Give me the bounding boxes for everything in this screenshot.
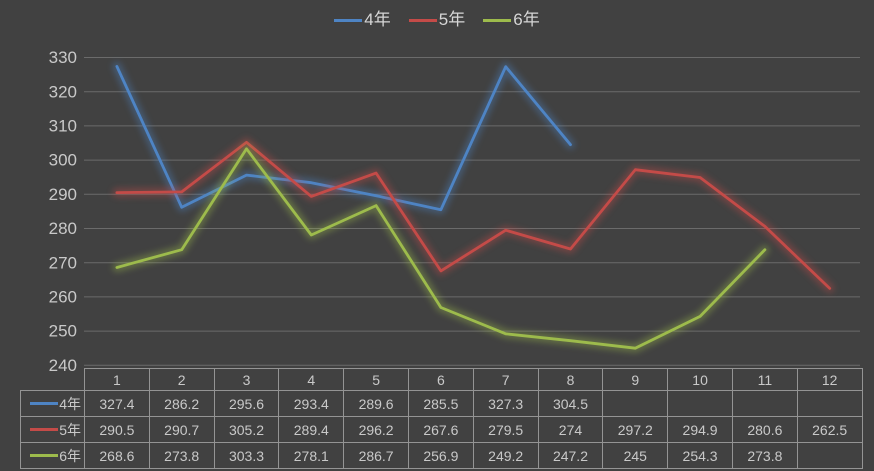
table-header-cell: 7 — [472, 368, 539, 391]
table-cell: 247.2 — [537, 442, 604, 469]
table-cell: 290.7 — [148, 416, 215, 443]
y-axis-tick-label: 320 — [49, 82, 77, 101]
table-header-cell: 6 — [407, 368, 474, 391]
row-label-text: 6年 — [59, 447, 81, 464]
table-header-cell: 9 — [602, 368, 669, 391]
data-table: 1 2 3 4 5 6 7 8 9 10 11 12 4年 327.4 286.2 295.6 293.4 289… — [20, 368, 863, 469]
legend-item-2: 6年 — [483, 10, 540, 30]
table-cell: 249.2 — [472, 442, 539, 469]
table-cell: 262.5 — [796, 416, 863, 443]
table-cell: 286.2 — [148, 390, 215, 417]
table-header-cell: 4 — [278, 368, 345, 391]
table-cell: 289.6 — [343, 390, 409, 417]
table-row-0: 4年 327.4 286.2 295.6 293.4 289.6 285.5 327.3 304… — [20, 390, 863, 417]
y-axis-tick-label: 330 — [49, 48, 77, 67]
table-cell: 254.3 — [667, 442, 733, 469]
table-cell: 305.2 — [213, 416, 280, 443]
legend-label: 4年 — [364, 10, 391, 29]
row-label-text: 4年 — [59, 395, 81, 412]
table-cell: 327.4 — [84, 390, 150, 417]
table-cell — [731, 390, 798, 417]
table-cell: 274 — [537, 416, 604, 443]
y-axis-tick-label: 260 — [49, 288, 77, 307]
table-row-label: 5年 — [20, 416, 85, 443]
y-axis-tick-label: 250 — [49, 322, 77, 341]
series-line-2 — [115, 147, 767, 350]
legend-line-swatch — [483, 18, 512, 22]
table-header-cell: 10 — [667, 368, 733, 391]
row-label-text: 5年 — [59, 421, 81, 438]
table-cell — [602, 390, 669, 417]
table-cell: 294.9 — [667, 416, 733, 443]
table-row-2: 6年 268.6 273.8 303.3 278.1 286.7 256.9 249.2 247… — [20, 442, 863, 469]
table-header-cell: 3 — [213, 368, 280, 391]
table-cell — [667, 390, 733, 417]
table-cell: 297.2 — [602, 416, 669, 443]
table-header-cell: 8 — [537, 368, 604, 391]
table-cell: 295.6 — [213, 390, 280, 417]
table-header-cell: 12 — [796, 368, 863, 391]
table-cell: 327.3 — [472, 390, 539, 417]
table-cell: 273.8 — [148, 442, 215, 469]
table-cell: 285.5 — [407, 390, 474, 417]
table-cell: 303.3 — [213, 442, 280, 469]
y-axis-tick-label: 290 — [49, 185, 77, 204]
table-cell: 280.6 — [731, 416, 798, 443]
y-axis-tick-label: 300 — [49, 151, 77, 170]
table-cell: 304.5 — [537, 390, 604, 417]
table-cell — [796, 442, 863, 469]
y-axis-tick-label: 270 — [49, 253, 77, 272]
table-cell: 268.6 — [84, 442, 150, 469]
legend-item-0: 4年 — [334, 10, 391, 30]
table-row-label: 6年 — [20, 442, 85, 469]
table-cell: 279.5 — [472, 416, 539, 443]
data-table-wrap: 1 2 3 4 5 6 7 8 9 10 11 12 4年 327.4 286.2 295.6 293.4 289… — [20, 368, 863, 469]
y-axis-tick-label: 240 — [49, 356, 77, 375]
series-glow-2 — [112, 144, 770, 353]
table-header-cell: 5 — [343, 368, 409, 391]
legend-label: 5年 — [438, 10, 466, 29]
legend-line-swatch — [408, 18, 437, 22]
table-row-label: 4年 — [20, 390, 85, 417]
row-line-swatch — [30, 428, 59, 431]
table-cell — [796, 390, 863, 417]
table-cell: 256.9 — [407, 442, 474, 469]
table-cell: 293.4 — [278, 390, 345, 417]
table-row-1: 5年 290.5 290.7 305.2 289.4 296.2 267.6 279.5 274… — [20, 416, 863, 443]
table-header-cell: 2 — [148, 368, 215, 391]
table-cell: 289.4 — [278, 416, 345, 443]
legend-item-1: 5年 — [408, 10, 466, 30]
table-corner-blank — [21, 369, 85, 391]
legend-label: 6年 — [513, 10, 540, 29]
table-cell: 286.7 — [343, 442, 409, 469]
table-cell: 267.6 — [407, 416, 474, 443]
y-axis-tick-label: 310 — [49, 117, 77, 136]
table-cell: 278.1 — [278, 442, 345, 469]
legend-line-swatch — [334, 18, 363, 22]
table-cell: 296.2 — [343, 416, 409, 443]
table-header-row: 1 2 3 4 5 6 7 8 9 10 11 12 — [21, 368, 863, 391]
series-glow-1 — [112, 137, 835, 293]
row-line-swatch — [30, 402, 59, 405]
table-header-cell: 1 — [84, 368, 150, 391]
table-cell: 290.5 — [84, 416, 150, 443]
table-cell: 245 — [602, 442, 669, 469]
y-axis-tick-label: 280 — [49, 219, 77, 238]
chart-legend: 4年 5年 6年 — [0, 10, 874, 30]
series-line-1 — [115, 140, 832, 290]
table-cell: 273.8 — [731, 442, 798, 469]
row-line-swatch — [30, 454, 59, 457]
table-header-cell: 11 — [731, 368, 798, 391]
